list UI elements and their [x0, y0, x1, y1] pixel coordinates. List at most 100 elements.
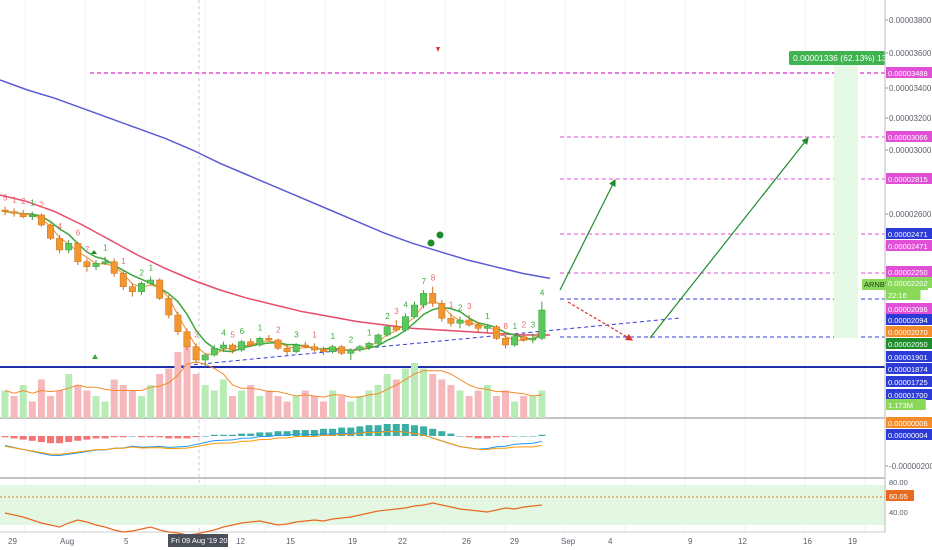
price-tag: 0.00002094: [886, 314, 932, 325]
volume-bar: [474, 390, 482, 418]
moving-averages: [0, 79, 551, 355]
candle-body: [365, 343, 373, 347]
volume-bar: [74, 385, 82, 418]
signal-count: 2: [140, 269, 145, 278]
signal-count: 5: [3, 194, 8, 203]
volume-bar: [511, 401, 519, 418]
candle: [529, 333, 537, 344]
candle: [1, 206, 9, 215]
candle: [165, 295, 173, 319]
macd-bar: [119, 436, 127, 438]
candle-body: [138, 283, 145, 292]
price-tag-bg: [886, 314, 932, 325]
candle-body: [174, 314, 182, 332]
signal-line: [4, 430, 542, 455]
price-tag-text: 0.00002815: [888, 175, 928, 184]
signal-count: 3: [194, 330, 199, 339]
candle: [429, 286, 437, 307]
signal-count: 2: [522, 320, 527, 329]
candle-body: [511, 336, 519, 346]
price-tag: 22:16: [886, 289, 921, 300]
macd-bar: [320, 428, 327, 436]
macd-bar: [429, 428, 437, 436]
signal-count: 8: [504, 322, 509, 331]
macd-bar: [438, 431, 446, 436]
date-tick: 26: [462, 537, 471, 546]
volume-bar: [229, 396, 236, 418]
buy-setup-dot: [436, 231, 444, 239]
buy-setup-dot: [427, 239, 435, 247]
price-tag-text: 0.00002250: [888, 268, 928, 277]
volume-bar: [183, 341, 191, 418]
price-tag: 0.00001725: [886, 376, 932, 387]
volume-bar: [383, 374, 391, 418]
candle: [365, 341, 373, 350]
price-tag-bg: [886, 240, 932, 251]
price-tag: 0.00002250: [886, 266, 932, 277]
date-tick: 19: [348, 537, 357, 546]
price-tag-bg: [886, 351, 932, 362]
macd-bar: [110, 436, 118, 438]
candle-body: [502, 338, 509, 346]
date-tick: 12: [236, 537, 245, 546]
price-tag-text: 0.00003066: [888, 133, 928, 142]
macd-bar: [265, 432, 273, 436]
candle: [447, 313, 455, 327]
candle: [238, 340, 246, 352]
candle-body: [356, 346, 364, 351]
macd-bar: [274, 431, 282, 436]
volume-bar: [101, 401, 109, 418]
signal-count: 4: [221, 329, 226, 338]
date-tick: 29: [8, 537, 17, 546]
candle: [401, 313, 409, 332]
macd-bar: [374, 425, 382, 436]
candle-body: [65, 243, 73, 251]
projection-box: 0.00001336 (62.13%) 13: [789, 51, 887, 338]
price-tag: 0.00002070: [886, 326, 932, 337]
price-tag-text: 0.00003488: [888, 69, 928, 78]
price-tag: 0.00002096: [886, 303, 932, 314]
volume-bar: [19, 385, 27, 418]
price-tag-bg: [886, 338, 932, 349]
macd-bar: [347, 427, 355, 436]
candle-body: [201, 354, 209, 361]
bearish-arrow: [567, 301, 634, 341]
candle-body: [165, 298, 173, 316]
price-tag: 0.00002471: [886, 240, 932, 251]
candle: [256, 336, 264, 347]
crosshair-date: Fri 09 Aug '19 20:00: [168, 534, 238, 547]
macd-bar: [229, 434, 236, 436]
price-tags: ARNBTC · 0.000022020.000034880.000030660…: [862, 67, 932, 517]
macd-bar: [201, 436, 209, 437]
price-tag-bg: [886, 429, 932, 440]
date-axis: 29 Aug 5 12 15 19 22 26 29 Sep 4 9 12 16 19 Fri 09 Aug …: [8, 534, 857, 547]
macd-bar: [511, 436, 519, 437]
price-tag-bg: [886, 326, 932, 337]
macd-bar: [92, 436, 100, 439]
candle: [338, 345, 346, 355]
macd-pane: [1, 424, 546, 457]
price-tag: 0.00002202: [886, 277, 932, 288]
candle: [292, 343, 300, 354]
price-tick: 0.00003800: [889, 16, 932, 25]
macd-bar: [138, 436, 145, 438]
volume-ma: [4, 361, 542, 398]
candle-body: [310, 346, 318, 351]
date-tick: 15: [286, 537, 295, 546]
macd-bar: [147, 436, 155, 438]
candle: [320, 346, 327, 355]
projection-arrows: [559, 137, 809, 341]
macd-bar: [247, 433, 255, 436]
candle: [229, 343, 236, 354]
candle: [356, 345, 364, 352]
macd-bar: [210, 434, 218, 436]
macd-bar: [156, 436, 164, 438]
date-tick: Sep: [561, 537, 576, 546]
candle: [283, 345, 291, 355]
date-tick: 4: [608, 537, 613, 546]
price-tag-text: 0.00001901: [888, 353, 928, 362]
price-tag-text: 0.00000004: [888, 431, 928, 440]
macd-bar: [356, 426, 364, 436]
price-tick: 0.00003400: [889, 84, 932, 93]
